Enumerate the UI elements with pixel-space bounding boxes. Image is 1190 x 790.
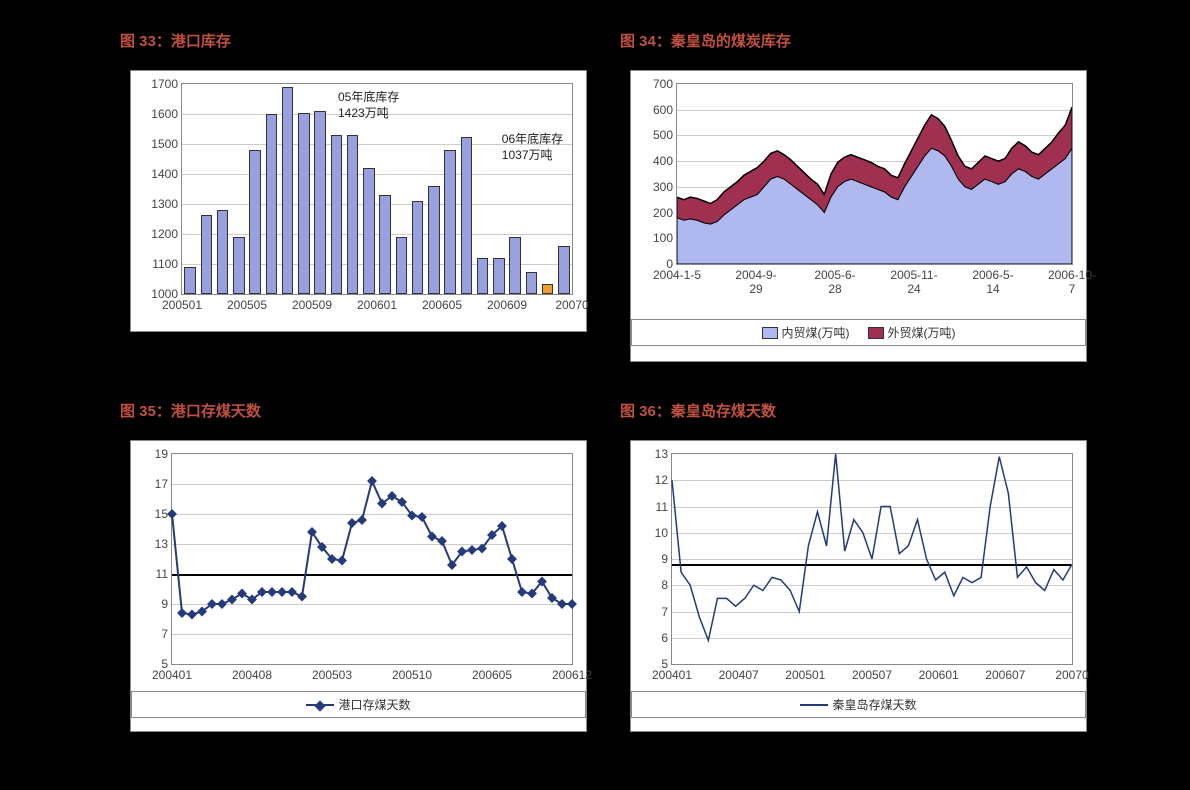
y-tick: 1700 [151,77,182,91]
x-tick: 2006-10-7 [1048,264,1096,297]
legend-item: 港口存煤天数 [306,696,410,713]
x-tick: 20070 [555,294,588,312]
x-tick: 2006-5-14 [972,264,1013,297]
x-tick: 200612 [552,664,592,682]
chart36-legend: 秦皇岛存煤天数 [631,691,1086,718]
chart36-title: 图 36：秦皇岛存煤天数 [620,400,776,421]
annotation: 06年底库存1037万吨 [502,132,563,163]
x-tick: 20070 [1055,664,1088,682]
chart33-plot: 1000110012001300140015001600170020050120… [181,83,573,295]
bar [298,113,309,295]
x-tick: 200503 [312,664,352,682]
chart35-box: 5791113151719200401200408200503200510200… [130,440,587,732]
bar [428,186,439,294]
chart33-title: 图 33：港口库存 [120,30,231,51]
bar [217,210,228,294]
x-tick: 2004-1-5 [653,264,701,282]
y-tick: 1400 [151,167,182,181]
bar [412,201,423,294]
bar [233,237,244,294]
y-tick: 1300 [151,197,182,211]
chart34-legend: 内贸煤(万吨) 外贸煤(万吨) [631,319,1086,346]
y-tick: 6 [661,631,672,645]
x-tick: 200408 [232,664,272,682]
y-tick: 1200 [151,227,182,241]
y-tick: 1600 [151,107,182,121]
bar [201,215,212,295]
y-tick: 7 [161,627,172,641]
bar [379,195,390,294]
legend-item: 秦皇岛存煤天数 [800,696,916,713]
y-tick: 9 [661,552,672,566]
x-tick: 200407 [719,664,759,682]
y-tick: 13 [655,447,672,461]
y-tick: 300 [653,180,677,194]
x-tick: 2004-9-29 [735,264,776,297]
x-tick: 200609 [487,294,527,312]
bar [542,284,553,295]
x-tick: 200507 [852,664,892,682]
y-tick: 12 [655,473,672,487]
chart36-box: 5678910111213200401200407200501200507200… [630,440,1087,732]
x-tick: 2005-11-24 [890,264,937,297]
chart33-box: 1000110012001300140015001600170020050120… [130,70,587,332]
y-tick: 10 [655,526,672,540]
bar [249,150,260,294]
x-tick: 200509 [292,294,332,312]
chart34-title: 图 34：秦皇岛的煤炭库存 [620,30,791,51]
chart35-legend: 港口存煤天数 [131,691,586,718]
y-tick: 9 [161,597,172,611]
bar [461,137,472,295]
y-tick: 19 [155,447,172,461]
bar [558,246,569,294]
x-tick: 200505 [227,294,267,312]
y-tick: 8 [661,578,672,592]
y-tick: 7 [661,605,672,619]
x-tick: 200401 [652,664,692,682]
chart34-plot: 01002003004005006007002004-1-52004-9-292… [676,83,1073,265]
x-tick: 200607 [985,664,1025,682]
legend-item-top: 外贸煤(万吨) [868,324,956,341]
bar [493,258,504,294]
y-tick: 500 [653,128,677,142]
bar [331,135,342,294]
bar [266,114,277,294]
bar [477,258,488,294]
y-tick: 400 [653,154,677,168]
chart34-box: 01002003004005006007002004-1-52004-9-292… [630,70,1087,362]
y-tick: 600 [653,103,677,117]
y-tick: 1500 [151,137,182,151]
bar [314,111,325,294]
bar [282,87,293,294]
x-tick: 200605 [422,294,462,312]
y-tick: 13 [155,537,172,551]
x-tick: 200501 [785,664,825,682]
x-tick: 200605 [472,664,512,682]
y-tick: 200 [653,206,677,220]
x-tick: 2005-6-28 [814,264,855,297]
bar [509,237,520,294]
y-tick: 700 [653,77,677,91]
y-tick: 11 [156,567,172,581]
y-tick: 11 [656,500,672,514]
x-tick: 200510 [392,664,432,682]
legend-item-bottom: 内贸煤(万吨) [762,324,850,341]
bar [444,150,455,294]
y-tick: 100 [653,231,677,245]
x-tick: 200601 [919,664,959,682]
bar [363,168,374,294]
chart35-plot: 5791113151719200401200408200503200510200… [171,453,573,665]
x-tick: 200401 [152,664,192,682]
bar [396,237,407,294]
y-tick: 17 [155,477,172,491]
chart35-title: 图 35：港口存煤天数 [120,400,261,421]
x-tick: 200501 [162,294,202,312]
bar [347,135,358,294]
bar [526,272,537,295]
y-tick: 1100 [152,257,182,271]
annotation: 05年底库存1423万吨 [338,90,399,121]
x-tick: 200601 [357,294,397,312]
chart36-plot: 5678910111213200401200407200501200507200… [671,453,1073,665]
bar [184,267,195,294]
